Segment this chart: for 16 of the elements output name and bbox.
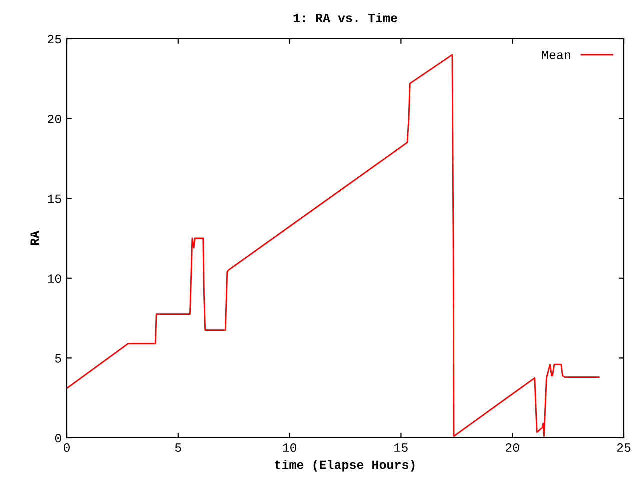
- x-tick-label: 25: [617, 444, 631, 452]
- x-tick-label: 20: [506, 444, 520, 452]
- y-tick-label: 20: [48, 114, 62, 124]
- y-tick-label: 0: [55, 434, 62, 443]
- x-tick-label: 5: [175, 444, 182, 452]
- legend-label: Mean: [542, 51, 570, 60]
- y-tick-label: 5: [55, 354, 62, 363]
- y-axis-title: RA: [30, 231, 39, 246]
- chart-title: 1: RA vs. Time: [294, 13, 398, 22]
- y-tick-label: 25: [48, 35, 62, 44]
- y-tick-label: 10: [48, 274, 62, 284]
- x-axis-title: time (Elapse Hours): [275, 460, 415, 472]
- x-tick-label: 0: [64, 444, 70, 452]
- x-tick-label: 15: [394, 444, 408, 452]
- x-tick-label: 10: [283, 444, 297, 452]
- y-tick-label: 15: [48, 194, 62, 204]
